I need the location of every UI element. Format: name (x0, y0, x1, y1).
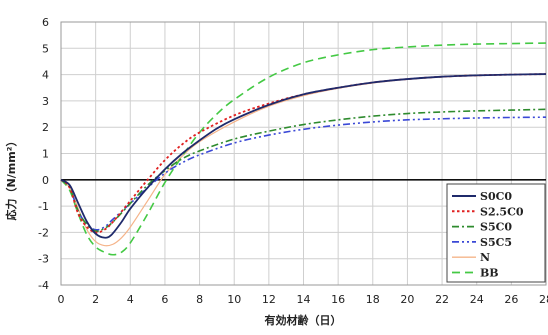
y-tick-label-5: 1 (42, 148, 49, 161)
legend-label-s2-5c0: S2.5C0 (480, 205, 524, 218)
x-tick-label-14: 28 (539, 293, 548, 306)
x-tick-label-13: 26 (504, 293, 518, 306)
legend-label-bb: BB (480, 267, 499, 280)
y-tick-label-10: 6 (42, 16, 49, 29)
y-tick-label-0: -4 (38, 279, 49, 292)
x-tick-label-2: 4 (127, 293, 134, 306)
legend-label-s5c0: S5C0 (480, 221, 512, 234)
x-tick-label-10: 20 (400, 293, 414, 306)
x-tick-label-6: 12 (262, 293, 276, 306)
y-tick-label-7: 3 (42, 95, 49, 108)
y-tick-label-8: 4 (42, 69, 49, 82)
legend-label-s0c0: S0C0 (480, 190, 512, 203)
y-tick-label-3: -1 (38, 200, 49, 213)
y-tick-label-4: 0 (42, 174, 49, 187)
x-tick-label-1: 2 (92, 293, 99, 306)
x-axis-title: 有効材齢（日） (265, 313, 342, 327)
x-tick-labels: 0246810121416182022242628 (58, 293, 548, 306)
y-tick-label-1: -3 (38, 253, 49, 266)
y-tick-label-6: 2 (42, 121, 49, 134)
y-tick-label-9: 5 (42, 42, 49, 55)
x-tick-label-4: 8 (196, 293, 203, 306)
x-tick-label-7: 14 (297, 293, 311, 306)
x-tick-label-8: 16 (331, 293, 345, 306)
x-tick-label-9: 18 (366, 293, 380, 306)
x-tick-label-12: 24 (470, 293, 484, 306)
legend-label-s5c5: S5C5 (480, 236, 512, 249)
y-axis-title: 応力（N/mm²） (4, 136, 18, 221)
y-tick-label-2: -2 (38, 226, 49, 239)
x-tick-label-3: 6 (161, 293, 168, 306)
legend-label-n: N (480, 251, 490, 264)
x-tick-label-11: 22 (435, 293, 449, 306)
x-tick-label-5: 10 (227, 293, 241, 306)
x-tick-label-0: 0 (58, 293, 65, 306)
legend: S0C0 S2.5C0 S5C0 S5C5 N BB (447, 184, 545, 282)
